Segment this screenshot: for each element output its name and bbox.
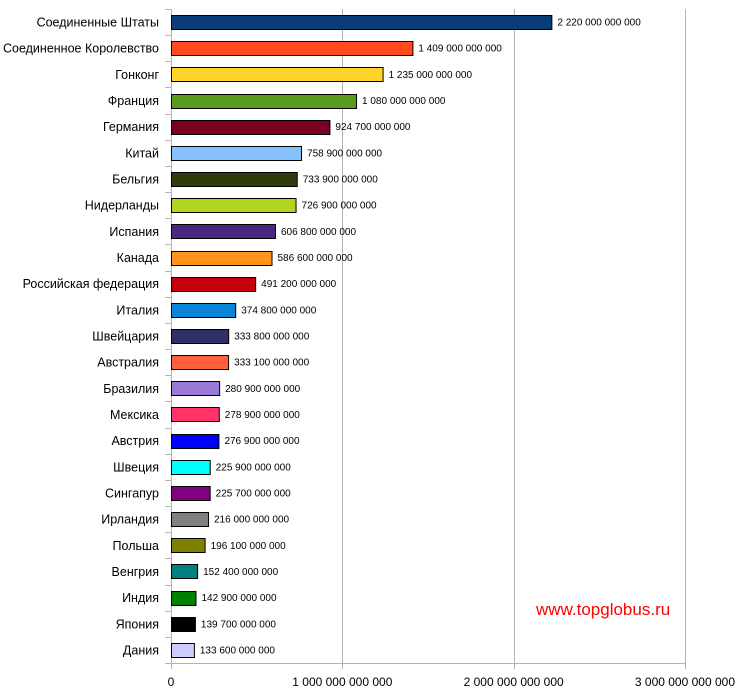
data-label: 2 220 000 000 000: [557, 18, 641, 29]
data-label: 726 900 000 000: [302, 201, 378, 212]
category-label: Бельгия: [112, 173, 159, 187]
category-label: Канада: [117, 251, 159, 265]
category-label: Австралия: [97, 356, 159, 370]
category-label: Сингапур: [105, 486, 159, 500]
category-label: Китай: [125, 146, 159, 160]
data-label: 216 000 000 000: [214, 515, 290, 526]
bar: [171, 486, 211, 501]
category-label: Бразилия: [103, 382, 159, 396]
data-label: 491 200 000 000: [261, 279, 337, 290]
bar: [171, 277, 257, 292]
bar: [171, 434, 220, 449]
bar: [171, 146, 303, 161]
data-label: 333 800 000 000: [234, 332, 310, 343]
bar: [171, 67, 384, 82]
bar: [171, 355, 230, 370]
bar: [171, 251, 273, 266]
data-label: 1 080 000 000 000: [362, 96, 446, 107]
data-label: 733 900 000 000: [303, 175, 379, 186]
gridlines: [165, 9, 686, 669]
bar: [171, 460, 211, 475]
category-label: Нидерланды: [85, 199, 159, 213]
x-axis-ticks: 0 1 000 000 000 000 2 000 000 000 000 3 000…: [168, 675, 736, 689]
bar: [171, 224, 276, 239]
category-label: Япония: [116, 617, 159, 631]
data-label: 133 600 000 000: [200, 645, 276, 656]
data-label: 139 700 000 000: [201, 619, 277, 630]
category-label: Австрия: [111, 434, 159, 448]
bar: [171, 198, 297, 213]
data-label: 276 900 000 000: [224, 436, 300, 447]
bar: [171, 94, 358, 109]
bar: [171, 538, 206, 553]
category-label: Российская федерация: [23, 277, 159, 291]
data-label: 1 409 000 000 000: [418, 44, 502, 55]
bar: [171, 643, 195, 658]
category-label: Италия: [116, 303, 159, 317]
data-label: 1 235 000 000 000: [389, 70, 473, 81]
bar: [171, 512, 210, 527]
category-label: Гонконг: [115, 68, 159, 82]
x-tick-label: 3 000 000 000 000: [635, 675, 735, 689]
bar: [171, 120, 331, 135]
category-label: Швейцария: [92, 330, 159, 344]
bar: [171, 381, 221, 396]
data-label: 374 800 000 000: [241, 305, 317, 316]
data-label: 225 700 000 000: [216, 488, 292, 499]
category-label: Мексика: [110, 408, 159, 422]
data-label: 142 900 000 000: [201, 593, 277, 604]
data-label: 196 100 000 000: [211, 541, 287, 552]
watermark-url: www.topglobus.ru: [536, 600, 671, 619]
category-label: Швеция: [113, 460, 159, 474]
category-label: Дания: [123, 643, 159, 657]
data-label: 758 900 000 000: [307, 148, 383, 159]
bar: [171, 41, 414, 56]
category-label: Соединенные Штаты: [37, 16, 159, 30]
x-tick-label: 2 000 000 000 000: [464, 675, 564, 689]
data-label: 280 900 000 000: [225, 384, 301, 395]
data-label: 924 700 000 000: [335, 122, 411, 133]
bars: [171, 15, 553, 658]
bar: [171, 329, 230, 344]
category-label: Германия: [103, 120, 159, 134]
data-label: 278 900 000 000: [225, 410, 301, 421]
bar: [171, 15, 553, 30]
bar: [171, 564, 199, 579]
bar: [171, 172, 298, 187]
category-label: Польша: [113, 539, 159, 553]
x-tick-label: 0: [168, 675, 175, 689]
category-label: Ирландия: [101, 513, 159, 527]
x-tick-label: 1 000 000 000 000: [292, 675, 392, 689]
category-label: Франция: [108, 94, 159, 108]
category-label: Индия: [122, 591, 159, 605]
category-label: Венгрия: [112, 565, 159, 579]
data-label: 152 400 000 000: [203, 567, 279, 578]
bar: [171, 407, 220, 422]
category-label: Испания: [109, 225, 159, 239]
bar: [171, 303, 237, 318]
data-label: 225 900 000 000: [216, 462, 292, 473]
data-label: 586 600 000 000: [278, 253, 354, 264]
data-label: 606 800 000 000: [281, 227, 357, 238]
bar: [171, 617, 196, 632]
category-label: Соединенное Королевство: [3, 42, 159, 56]
bar: [171, 591, 197, 606]
data-label: 333 100 000 000: [234, 358, 310, 369]
labels: Соединенные Штаты 2 220 000 000 000 Соедин…: [3, 16, 641, 658]
